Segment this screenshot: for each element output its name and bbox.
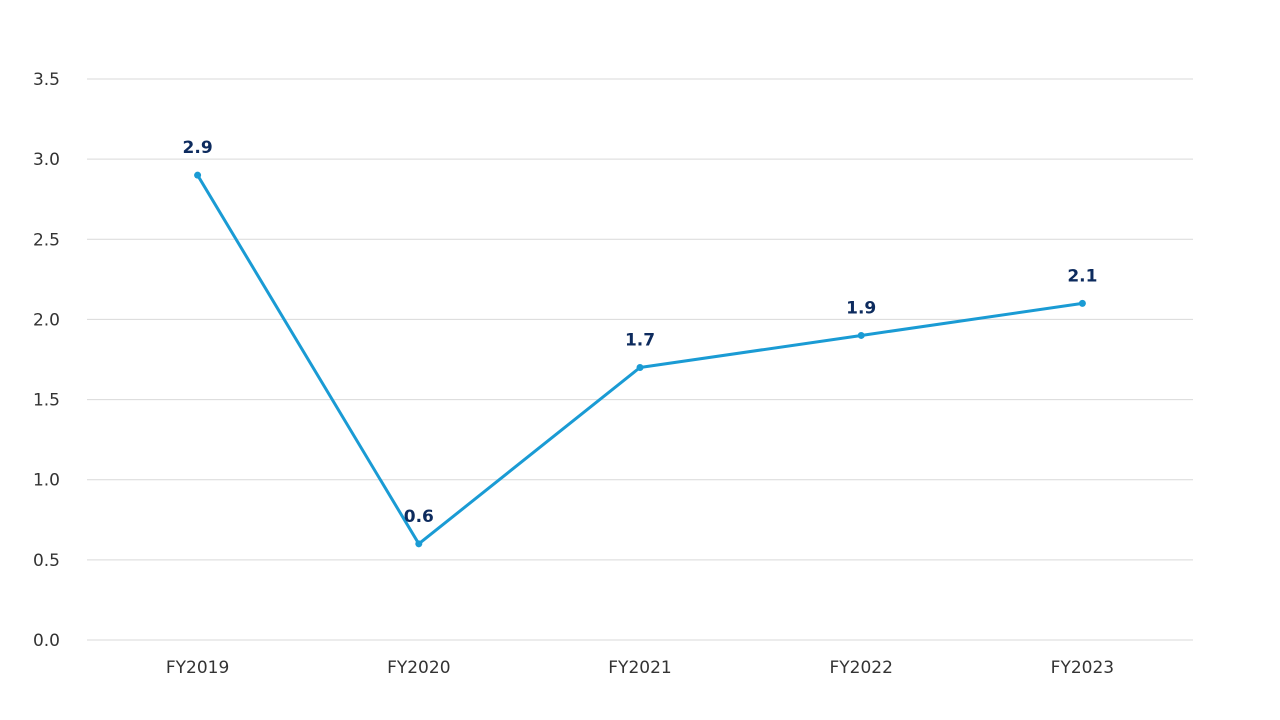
y-tick-label: 3.5 <box>33 70 60 90</box>
x-category-label: FY2020 <box>387 658 450 678</box>
x-axis-category-labels: FY2019 FY2020 FY2021 FY2022 FY2023 <box>166 658 1114 678</box>
y-tick-label: 2.0 <box>33 310 60 330</box>
data-point <box>636 364 644 372</box>
series-line <box>196 174 1083 546</box>
y-tick-label: 2.5 <box>33 230 60 250</box>
y-tick-label: 0.0 <box>33 631 60 651</box>
data-label: 1.7 <box>625 331 655 351</box>
y-tick-label: 1.0 <box>33 471 60 491</box>
x-category-label: FY2021 <box>608 658 671 678</box>
data-labels: 2.9 0.6 1.7 1.9 2.1 <box>183 138 1098 527</box>
x-category-label: FY2019 <box>166 658 229 678</box>
series-line-group <box>194 171 1086 548</box>
data-point <box>1078 299 1086 307</box>
y-tick-label: 3.0 <box>33 150 60 170</box>
x-category-label: FY2022 <box>829 658 892 678</box>
gridlines <box>87 78 1193 641</box>
y-axis-tick-labels: 0.0 0.5 1.0 1.5 2.0 2.5 3.0 3.5 <box>33 70 60 651</box>
data-point <box>857 331 865 339</box>
x-category-label: FY2023 <box>1051 658 1114 678</box>
data-label: 2.9 <box>183 138 213 158</box>
data-label: 0.6 <box>404 507 434 527</box>
data-label: 1.9 <box>846 298 876 318</box>
data-label: 2.1 <box>1067 266 1097 286</box>
data-point <box>415 540 423 548</box>
data-point <box>194 171 202 179</box>
y-tick-label: 1.5 <box>33 391 60 411</box>
y-tick-label: 0.5 <box>33 551 60 571</box>
